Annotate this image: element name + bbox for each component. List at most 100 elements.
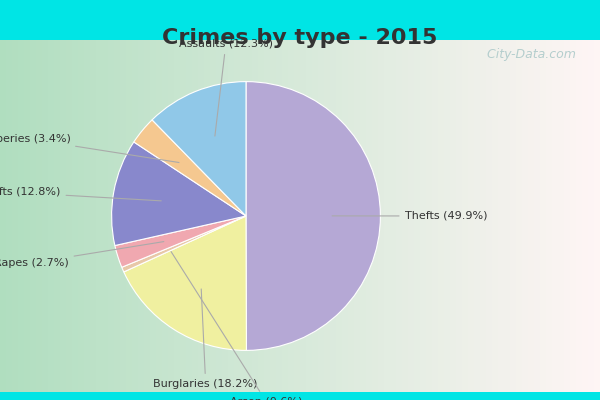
Bar bbox=[228, 40, 234, 392]
Bar bbox=[66, 40, 72, 392]
Bar bbox=[318, 40, 324, 392]
Bar bbox=[48, 40, 54, 392]
Bar bbox=[108, 40, 114, 392]
Text: City-Data.com: City-Data.com bbox=[479, 48, 576, 61]
Bar bbox=[534, 40, 540, 392]
Bar bbox=[12, 40, 18, 392]
Bar bbox=[396, 40, 402, 392]
Bar bbox=[96, 40, 102, 392]
Bar bbox=[360, 40, 366, 392]
Bar bbox=[276, 40, 282, 392]
Bar bbox=[324, 40, 330, 392]
Text: Auto thefts (12.8%): Auto thefts (12.8%) bbox=[0, 187, 161, 201]
Text: Robberies (3.4%): Robberies (3.4%) bbox=[0, 133, 179, 162]
Bar bbox=[72, 40, 78, 392]
Bar bbox=[30, 40, 36, 392]
Bar bbox=[582, 40, 588, 392]
Bar bbox=[282, 40, 288, 392]
Bar bbox=[138, 40, 144, 392]
Bar bbox=[528, 40, 534, 392]
Bar bbox=[306, 40, 312, 392]
Bar bbox=[36, 40, 42, 392]
Text: Arson (0.6%): Arson (0.6%) bbox=[171, 252, 302, 400]
Bar bbox=[456, 40, 462, 392]
Bar bbox=[150, 40, 156, 392]
Bar bbox=[450, 40, 456, 392]
Bar bbox=[354, 40, 360, 392]
Bar bbox=[198, 40, 204, 392]
Bar bbox=[270, 40, 276, 392]
Bar bbox=[552, 40, 558, 392]
Bar bbox=[78, 40, 84, 392]
Bar bbox=[414, 40, 420, 392]
Bar bbox=[474, 40, 480, 392]
Wedge shape bbox=[246, 82, 380, 350]
Wedge shape bbox=[124, 216, 247, 350]
Bar bbox=[294, 40, 300, 392]
Bar bbox=[168, 40, 174, 392]
Wedge shape bbox=[122, 216, 246, 272]
Wedge shape bbox=[152, 82, 246, 216]
Bar bbox=[204, 40, 210, 392]
Bar bbox=[408, 40, 414, 392]
Bar bbox=[510, 40, 516, 392]
Bar bbox=[234, 40, 240, 392]
Bar bbox=[372, 40, 378, 392]
Bar bbox=[330, 40, 336, 392]
Bar bbox=[504, 40, 510, 392]
Bar bbox=[246, 40, 252, 392]
Text: Rapes (2.7%): Rapes (2.7%) bbox=[0, 242, 164, 268]
Wedge shape bbox=[112, 142, 246, 246]
Bar bbox=[402, 40, 408, 392]
Bar bbox=[546, 40, 552, 392]
Bar bbox=[264, 40, 270, 392]
Text: Assaults (12.3%): Assaults (12.3%) bbox=[179, 39, 273, 136]
Bar bbox=[18, 40, 24, 392]
Bar bbox=[558, 40, 564, 392]
Bar bbox=[102, 40, 108, 392]
Bar bbox=[492, 40, 498, 392]
Bar bbox=[126, 40, 132, 392]
Wedge shape bbox=[134, 120, 246, 216]
Bar bbox=[594, 40, 600, 392]
Bar bbox=[186, 40, 192, 392]
Bar bbox=[468, 40, 474, 392]
Bar bbox=[486, 40, 492, 392]
Bar bbox=[522, 40, 528, 392]
Bar bbox=[588, 40, 594, 392]
Bar bbox=[54, 40, 60, 392]
Bar bbox=[114, 40, 120, 392]
Bar bbox=[222, 40, 228, 392]
Bar bbox=[192, 40, 198, 392]
Bar bbox=[144, 40, 150, 392]
Bar bbox=[162, 40, 168, 392]
Bar bbox=[498, 40, 504, 392]
Bar bbox=[174, 40, 180, 392]
Bar bbox=[300, 40, 306, 392]
Bar bbox=[210, 40, 216, 392]
Bar bbox=[432, 40, 438, 392]
Bar bbox=[42, 40, 48, 392]
Bar bbox=[444, 40, 450, 392]
Bar bbox=[120, 40, 126, 392]
Bar bbox=[312, 40, 318, 392]
Bar bbox=[378, 40, 384, 392]
Bar bbox=[24, 40, 30, 392]
Bar bbox=[84, 40, 90, 392]
Bar bbox=[60, 40, 66, 392]
Bar bbox=[420, 40, 426, 392]
Bar bbox=[240, 40, 246, 392]
Bar bbox=[570, 40, 576, 392]
Bar bbox=[6, 40, 12, 392]
Bar bbox=[564, 40, 570, 392]
Bar bbox=[252, 40, 258, 392]
Bar bbox=[132, 40, 138, 392]
Bar bbox=[516, 40, 522, 392]
Bar bbox=[426, 40, 432, 392]
Bar bbox=[342, 40, 348, 392]
Bar bbox=[576, 40, 582, 392]
Text: Burglaries (18.2%): Burglaries (18.2%) bbox=[154, 289, 258, 389]
Bar bbox=[258, 40, 264, 392]
Bar bbox=[156, 40, 162, 392]
Bar bbox=[390, 40, 396, 392]
